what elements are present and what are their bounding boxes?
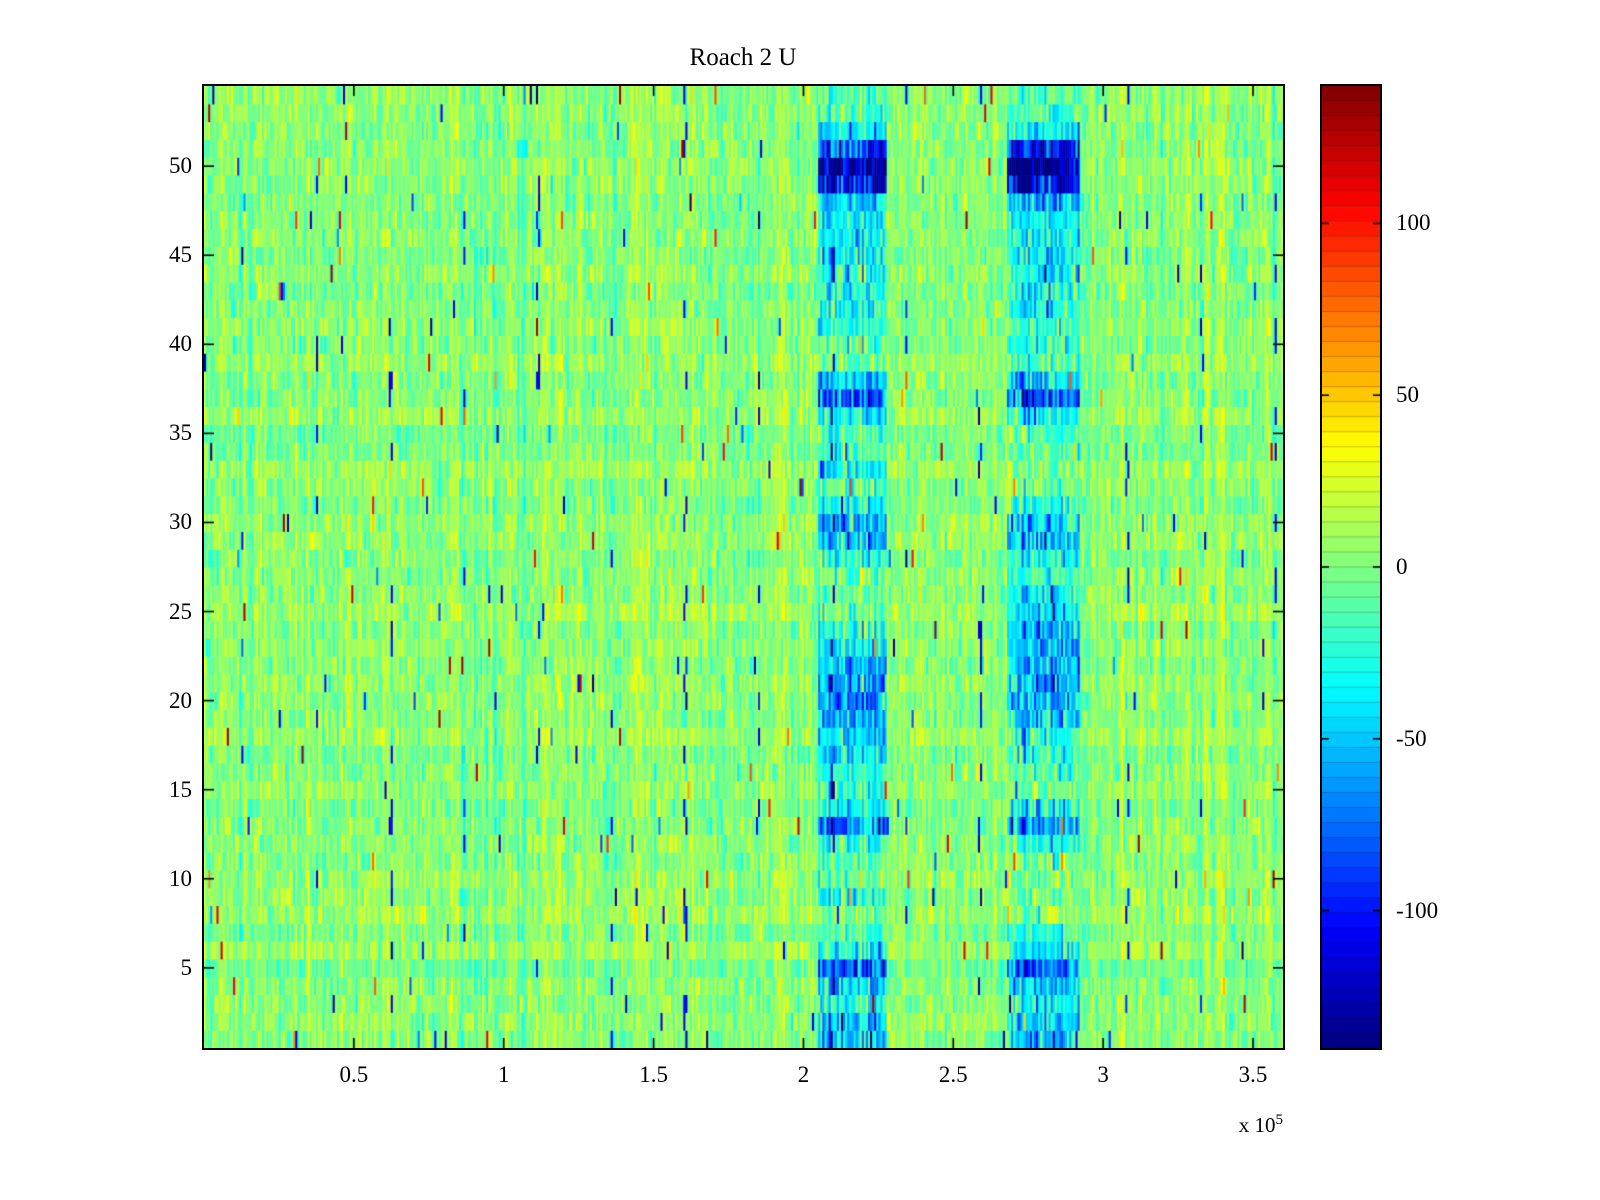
exponent-prefix: x 10: [1238, 1113, 1276, 1137]
x-axis-exponent-label: x 105: [1239, 1112, 1283, 1138]
y-tick-label: 15: [169, 776, 192, 802]
colorbar: [1320, 84, 1382, 1050]
exponent-value: 5: [1275, 1112, 1284, 1128]
y-tick-label: 25: [169, 598, 192, 624]
x-tick-label: 3.5: [1238, 1062, 1268, 1087]
colorbar-tick-label: -100: [1396, 897, 1439, 923]
x-tick-label: 2: [797, 1062, 810, 1087]
plot-title: Roach 2 U: [689, 44, 797, 71]
x-tick-label: 0.5: [339, 1062, 369, 1087]
y-tick-label: 10: [169, 865, 192, 891]
y-tick-label: 45: [169, 242, 192, 268]
y-tick-label: 30: [169, 509, 192, 535]
colorbar-tick-label: 0: [1396, 554, 1408, 579]
heatmap-plot-area: [202, 84, 1285, 1050]
x-tick-label: 1: [497, 1062, 510, 1087]
y-tick-label: 40: [169, 331, 192, 357]
x-tick-label: 2.5: [938, 1062, 968, 1087]
x-tick-label: 3: [1097, 1062, 1109, 1087]
colorbar-tick-label: -50: [1396, 725, 1427, 751]
colorbar-tick-label: 50: [1396, 382, 1419, 408]
y-tick-label: 5: [180, 954, 193, 980]
y-tick-label: 35: [169, 420, 192, 446]
colorbar-canvas: [1322, 86, 1380, 1048]
x-tick-label: 1.5: [639, 1062, 668, 1087]
heatmap-canvas: [204, 86, 1283, 1048]
y-tick-label: 20: [169, 687, 192, 713]
colorbar-tick-label: 100: [1396, 210, 1431, 236]
y-tick-label: 50: [169, 153, 192, 179]
